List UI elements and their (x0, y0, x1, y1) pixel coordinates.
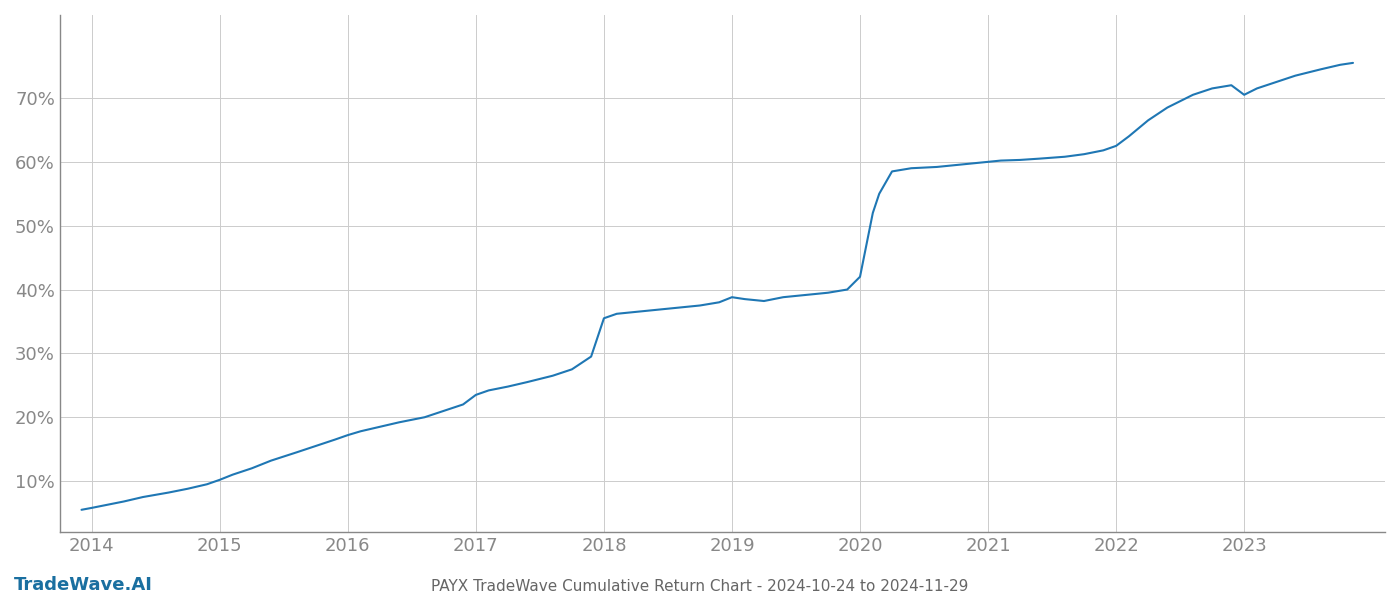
Text: TradeWave.AI: TradeWave.AI (14, 576, 153, 594)
Text: PAYX TradeWave Cumulative Return Chart - 2024-10-24 to 2024-11-29: PAYX TradeWave Cumulative Return Chart -… (431, 579, 969, 594)
